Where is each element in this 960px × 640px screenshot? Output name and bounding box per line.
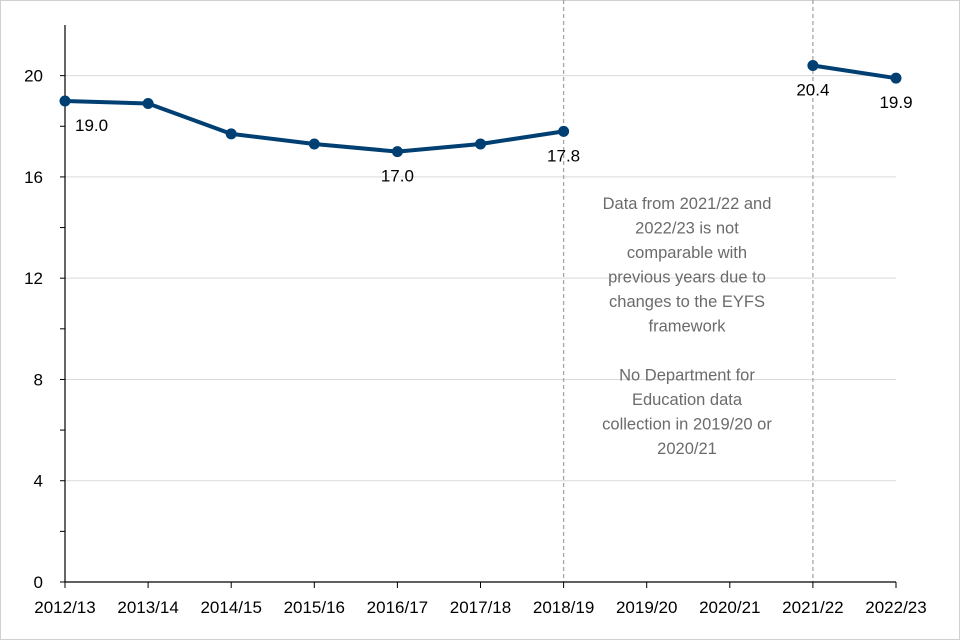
annotation-line: 2022/23 is not [635,220,739,238]
data-label: 17.8 [547,146,580,165]
x-tick-label: 2018/19 [533,598,594,617]
annotation-line: Education data [632,391,743,409]
x-tick-label: 2021/22 [782,598,843,617]
x-tick-label: 2015/16 [284,598,345,617]
annotation-note: Data from 2021/22 and 2022/23 is not compa… [602,195,772,458]
x-tick-label: 2013/14 [117,598,178,617]
annotation-line: 2020/21 [657,440,717,458]
y-tick-label: 16 [24,168,43,187]
x-tick-label: 2016/17 [367,598,428,617]
annotation-line: collection in 2019/20 or [602,416,772,434]
data-label: 19.9 [879,93,912,112]
annotation-line: No Department for [619,367,755,385]
y-tick-label: 4 [34,472,43,491]
reference-lines [562,0,814,582]
gridlines [65,75,896,482]
data-label: 20.4 [796,81,829,100]
data-point [558,125,570,137]
data-point [225,128,237,140]
x-tick-label: 2019/20 [616,598,677,617]
data-label: 19.0 [75,116,108,135]
y-tick-label: 20 [24,67,43,86]
data-labels: 19.0 17.0 17.8 20.4 19.9 [75,81,913,186]
data-point [475,138,486,150]
annotation-line: previous years due to [608,269,766,287]
y-tick-label: 8 [34,370,43,389]
x-tick-label: 2014/15 [200,598,261,617]
data-point [890,72,902,84]
series-line-segment-2 [810,63,898,81]
data-label: 17.0 [381,167,414,186]
y-tick-label: 12 [24,269,43,288]
y-tick-label: 0 [34,573,43,592]
x-tick-label: 2017/18 [450,598,511,617]
data-point [59,95,71,107]
annotation-line: changes to the EYFS [609,293,765,311]
series [59,60,902,158]
annotation-line: comparable with [627,244,747,262]
x-tick-label: 2020/21 [699,598,760,617]
data-point [391,146,403,158]
data-point [142,97,154,109]
annotation-line: Data from 2021/22 and [603,195,772,213]
x-tick-label: 2012/13 [34,598,95,617]
data-point [807,60,819,72]
data-point [308,138,320,150]
annotation-line: framework [648,318,726,336]
axes: 0 4 8 12 16 20 2012/13 2013/14 2014/15 2015/16 201… [24,25,927,617]
x-tick-label: 2022/23 [865,598,926,617]
